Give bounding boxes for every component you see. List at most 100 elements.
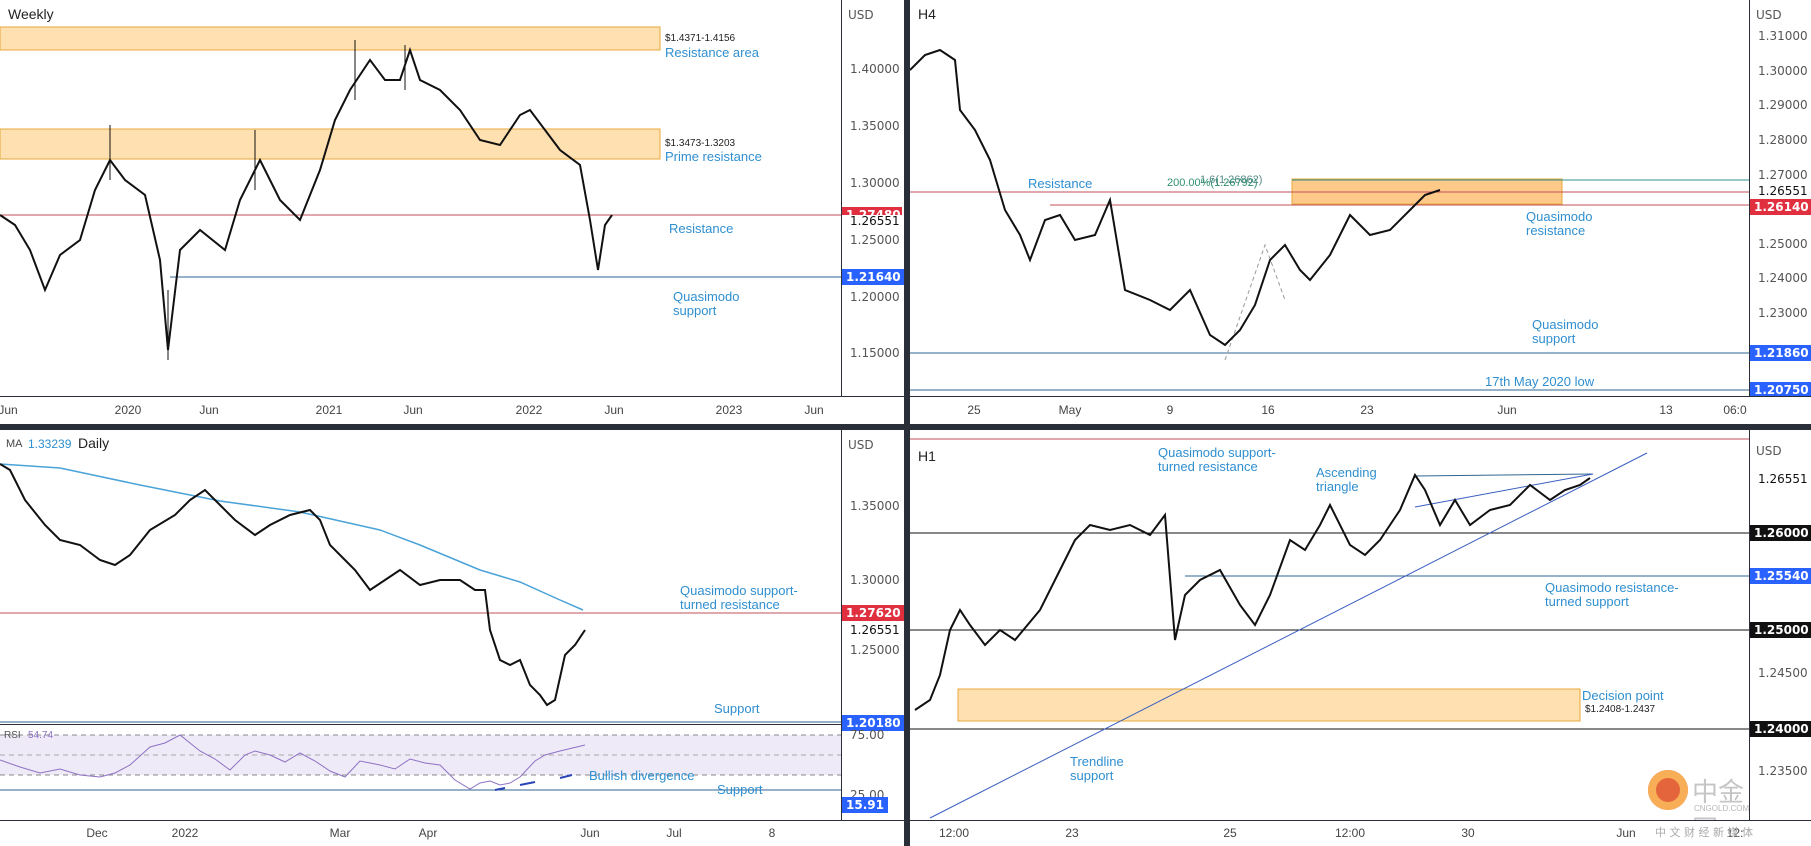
x-tick: Jun <box>1616 826 1636 840</box>
x-tick: 2022 <box>515 403 543 417</box>
ascending-triangle-label-2: triangle <box>1316 479 1359 494</box>
h1-time-axis[interactable]: 12:00 23 25 12:00 30 Jun 12: 中 文 财 经 新 媒… <box>910 820 1811 846</box>
y-tick: 1.23000 <box>1758 306 1808 320</box>
x-tick: Mar <box>329 826 351 840</box>
x-tick: May <box>1058 403 1082 417</box>
fib-label-secondary: 1.6(1.26862) <box>1200 174 1263 186</box>
x-tick: Apr <box>418 826 438 840</box>
x-tick: 9 <box>1166 403 1174 417</box>
x-tick: 16 <box>1261 403 1275 417</box>
y-tick: 1.28000 <box>1758 133 1808 147</box>
watermark-domain: CNGOLD.COM.CN <box>1694 804 1749 813</box>
weekly-price-axis[interactable]: USD 1.40000 1.35000 1.30000 1.27480 1.26… <box>841 0 904 396</box>
qm-str-label-1: Quasimodo support- <box>1158 445 1276 460</box>
y-tick: 1.35000 <box>850 499 900 513</box>
rsi-support-label: Support <box>717 782 763 797</box>
y-tick: 1.31000 <box>1758 29 1808 43</box>
h1-chart-panel[interactable]: H1 Quasimodo support- turned resistance … <box>910 430 1811 846</box>
resistance-label: Resistance <box>1028 176 1093 191</box>
daily-plot-area[interactable]: MA 1.33239 Daily Quasimodo support- turn… <box>0 430 841 723</box>
daily-chart-panel[interactable]: MA 1.33239 Daily Quasimodo support- turn… <box>0 430 904 846</box>
currency-label: USD <box>1756 8 1782 22</box>
cngold-watermark: 中金网 CNGOLD.COM.CN <box>1648 770 1749 820</box>
support-label: Support <box>714 701 760 716</box>
y-tick: 1.25000 <box>1758 237 1808 251</box>
x-tick: 2022 <box>171 826 199 840</box>
x-tick: Jun <box>1497 403 1517 417</box>
qm-resistance-badge: 1.26140 <box>1750 199 1811 215</box>
weekly-chart-panel[interactable]: Weekly $1.4371-1.4156 Resistance area $1… <box>0 0 904 424</box>
x-tick: 2023 <box>715 403 743 417</box>
qm-support-badge: 1.21860 <box>1750 345 1811 361</box>
resistance-label: Resistance <box>669 221 734 236</box>
x-tick: Jun <box>199 403 219 417</box>
weekly-plot-area[interactable]: Weekly $1.4371-1.4156 Resistance area $1… <box>0 0 841 396</box>
level-badge-124: 1.24000 <box>1750 721 1811 737</box>
h4-time-axis[interactable]: 25 May 9 16 23 Jun 13 06:0 <box>910 396 1811 424</box>
watermark-logo-icon <box>1648 770 1688 810</box>
x-tick: Jun <box>0 403 18 417</box>
ma-label: MA <box>6 438 23 450</box>
y-tick: 1.30000 <box>850 176 900 190</box>
level-badge-126: 1.26000 <box>1750 525 1811 541</box>
support-price-badge: 1.21640 <box>842 269 904 285</box>
x-tick: 23 <box>1065 826 1079 840</box>
x-tick: 25 <box>1223 826 1237 840</box>
h1-price-axis[interactable]: USD 1.26551 1.26000 1.25540 1.25000 1.24… <box>1749 430 1811 820</box>
qm-support-label-1: Quasimodo <box>1532 317 1599 332</box>
y-tick: 1.29000 <box>1758 98 1808 112</box>
rsi-pane[interactable]: RSI 54.74 Bullish divergence Support <box>0 724 841 820</box>
resistance-price-badge: 1.27480 <box>842 207 902 215</box>
currency-label: USD <box>848 438 874 452</box>
y-tick: 1.25000 <box>850 233 900 247</box>
y-tick: 1.15000 <box>850 346 900 360</box>
x-tick: Jun <box>403 403 423 417</box>
rsi-line <box>0 734 841 791</box>
x-tick: 2020 <box>114 403 142 417</box>
current-price: 1.26551 <box>850 623 900 637</box>
decision-point-label: Decision point <box>1582 688 1664 703</box>
x-tick: 30 <box>1461 826 1475 840</box>
h4-plot-area[interactable]: H4 Resistance 1.6(1.26862) 200.00%(1.267… <box>910 0 1749 396</box>
resistance-area-range: $1.4371-1.4156 <box>665 33 736 44</box>
y-tick: 1.27000 <box>1758 168 1808 182</box>
trendline-support-label-2: support <box>1070 768 1114 783</box>
qm-str-label-1: Quasimodo support- <box>680 583 798 598</box>
trendline-support-label-1: Trendline <box>1070 754 1124 769</box>
current-price: 1.26551 <box>1758 472 1808 486</box>
fib-extension-label: 200.00%(1.26792) <box>1167 177 1258 189</box>
may-low-label: 17th May 2020 low <box>1485 374 1595 389</box>
ma-value: 1.33239 <box>28 437 72 451</box>
watermark-subtitle: 中 文 财 经 新 媒 体 <box>1655 826 1753 839</box>
daily-price-axis[interactable]: USD 1.35000 1.30000 1.27620 1.26551 1.25… <box>841 430 904 820</box>
y-tick: 1.24000 <box>1758 271 1808 285</box>
weekly-timeframe-title: Weekly <box>8 6 54 22</box>
h4-price-axis[interactable]: USD 1.31000 1.30000 1.29000 1.28000 1.27… <box>1749 0 1811 398</box>
h4-chart-panel[interactable]: H4 Resistance 1.6(1.26862) 200.00%(1.267… <box>910 0 1811 424</box>
weekly-candles <box>0 26 841 360</box>
prime-resistance-range: $1.3473-1.3203 <box>665 138 736 149</box>
currency-label: USD <box>1756 444 1782 458</box>
h1-plot-area[interactable]: H1 Quasimodo support- turned resistance … <box>910 430 1749 820</box>
prime-resistance-label: Prime resistance <box>665 149 762 164</box>
y-tick: 1.35000 <box>850 119 900 133</box>
rsi-value: 54.74 <box>28 730 54 741</box>
h4-candles <box>910 48 1749 391</box>
x-tick: Jun <box>804 403 824 417</box>
daily-time-axis[interactable]: Dec 2022 Mar Apr Jun Jul 8 <box>0 820 904 846</box>
x-tick: Jun <box>604 403 624 417</box>
qm-resistance-label-1: Quasimodo <box>1526 209 1593 224</box>
y-tick: 1.20000 <box>850 290 900 304</box>
may-low-badge: 1.20750 <box>1750 382 1811 398</box>
x-tick: 25 <box>967 403 981 417</box>
x-tick: Jul <box>666 826 682 840</box>
qm-support-label-2: support <box>673 303 717 318</box>
support-badge: 1.20180 <box>842 715 904 731</box>
qm-str-label-2: turned resistance <box>1158 459 1258 474</box>
current-price: 1.26551 <box>850 214 900 228</box>
resistance-area-label: Resistance area <box>665 45 759 60</box>
x-tick: Jun <box>580 826 600 840</box>
level-badge-125: 1.25000 <box>1750 622 1811 638</box>
qm-rts-label-1: Quasimodo resistance- <box>1545 580 1679 595</box>
weekly-time-axis[interactable]: Jun 2020 Jun 2021 Jun 2022 Jun 2023 Jun <box>0 396 904 424</box>
